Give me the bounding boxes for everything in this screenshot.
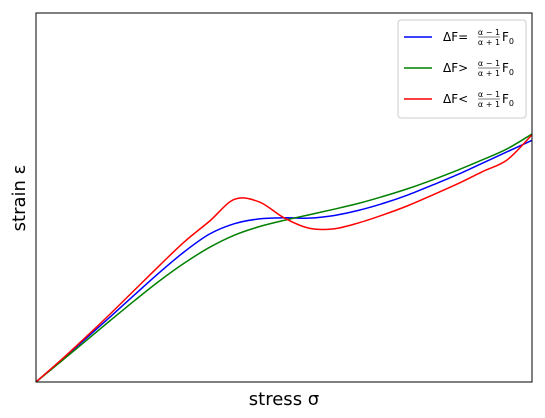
legend-label-denominator: α + 1	[478, 38, 500, 47]
legend-label-lhs: ΔF<	[443, 92, 468, 106]
legend-label-denominator: α + 1	[478, 100, 500, 109]
legend-label-numerator: α − 1	[478, 28, 500, 37]
series-lines	[35, 133, 533, 383]
legend-label-lhs: ΔF=	[443, 30, 468, 44]
series-line-3	[35, 134, 533, 383]
series-line-2	[35, 133, 533, 383]
legend-label-numerator: α − 1	[478, 90, 500, 99]
legend-label-numerator: α − 1	[478, 59, 500, 68]
legend-entry-3: ΔF< α − 1α + 1 F0	[404, 90, 514, 109]
axes-frame	[35, 12, 533, 383]
legend-label-lhs: ΔF>	[443, 61, 468, 75]
legend-label-denominator: α + 1	[478, 69, 500, 78]
y-axis-label: strain ε	[9, 165, 30, 232]
x-axis-label: stress σ	[249, 389, 319, 410]
legend-frame	[397, 19, 527, 119]
legend-entry-1: ΔF= α − 1α + 1 F0	[404, 28, 514, 47]
